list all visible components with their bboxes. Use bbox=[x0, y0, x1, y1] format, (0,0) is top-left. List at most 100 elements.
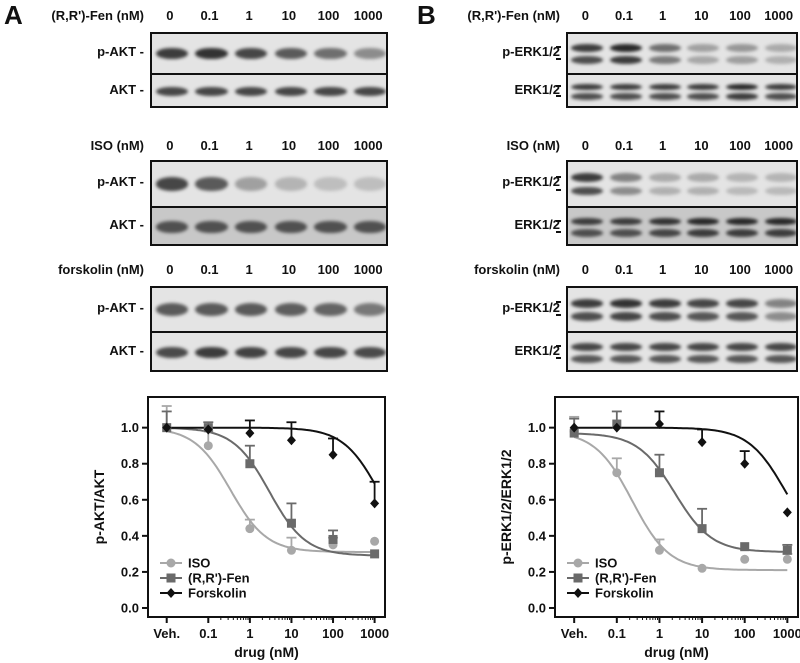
protein-band bbox=[314, 221, 347, 233]
protein-band bbox=[571, 55, 604, 64]
protein-band bbox=[195, 221, 228, 233]
band-label: ERK1/2 bbox=[514, 217, 560, 232]
protein-band bbox=[764, 217, 796, 226]
x-tick-label: 10 bbox=[695, 626, 709, 641]
condition-label: (R,R')-Fen (nM) bbox=[467, 8, 560, 23]
dose-label: 0.1 bbox=[614, 8, 634, 23]
protein-band bbox=[234, 346, 268, 359]
protein-band bbox=[610, 343, 642, 351]
y-tick-label: 0.4 bbox=[121, 528, 140, 543]
x-tick-label: 1000 bbox=[773, 626, 800, 641]
y-tick-label: 0.2 bbox=[528, 564, 546, 579]
blot-strip bbox=[152, 34, 386, 73]
x-tick-label: 0.1 bbox=[608, 626, 626, 641]
western-blot bbox=[150, 286, 388, 372]
dose-label: 10 bbox=[694, 8, 709, 23]
data-point-forskolin bbox=[370, 498, 380, 509]
dose-label: 1000 bbox=[353, 138, 383, 153]
data-point-forskolin bbox=[612, 422, 622, 433]
protein-band bbox=[726, 217, 758, 226]
protein-band bbox=[234, 47, 268, 60]
protein-band bbox=[726, 229, 758, 237]
y-tick-label: 1.0 bbox=[528, 420, 546, 435]
band-label: p-ERK1/2 bbox=[502, 43, 560, 59]
data-point-fen bbox=[328, 534, 338, 544]
condition-label: ISO (nM) bbox=[506, 138, 560, 153]
band-label: p-ERK1/2 bbox=[502, 174, 560, 189]
blot-divider bbox=[152, 73, 386, 75]
protein-band bbox=[764, 312, 796, 321]
x-tick-label: Veh. bbox=[561, 626, 588, 641]
blot-strip bbox=[568, 34, 796, 73]
protein-band bbox=[610, 299, 642, 308]
western-blot bbox=[566, 32, 798, 108]
band-label: AKT - bbox=[109, 217, 144, 232]
dose-label: 10 bbox=[694, 138, 709, 153]
doublet-mark bbox=[556, 84, 561, 87]
protein-band bbox=[314, 303, 347, 316]
y-tick-label: 0.6 bbox=[528, 492, 546, 507]
protein-band bbox=[648, 217, 681, 226]
protein-band bbox=[648, 93, 681, 101]
fit-curve bbox=[573, 436, 788, 572]
y-axis-title: p-ERK1/2/ERK1/2 bbox=[498, 449, 514, 564]
protein-band bbox=[648, 354, 681, 363]
dose-label: 1000 bbox=[764, 138, 794, 153]
blot-strip bbox=[152, 288, 386, 331]
data-point-iso bbox=[740, 554, 750, 564]
y-tick-label: 1.0 bbox=[121, 420, 139, 435]
protein-band bbox=[571, 173, 604, 183]
data-point-forskolin bbox=[697, 437, 707, 448]
dose-label: 1000 bbox=[764, 8, 794, 23]
dose-label: 1000 bbox=[353, 8, 383, 23]
protein-band bbox=[314, 47, 347, 60]
data-point-fen bbox=[697, 524, 707, 534]
protein-band bbox=[195, 47, 228, 60]
protein-band bbox=[195, 177, 228, 191]
dose-label: 100 bbox=[729, 8, 751, 23]
y-tick-label: 0.0 bbox=[121, 600, 139, 615]
protein-band bbox=[155, 177, 189, 191]
data-point-iso bbox=[203, 441, 213, 451]
protein-band bbox=[155, 303, 189, 316]
dose-label: 10 bbox=[281, 138, 297, 153]
data-point-forskolin bbox=[162, 422, 172, 433]
protein-band bbox=[648, 299, 681, 308]
protein-band bbox=[648, 173, 681, 183]
dose-label: 10 bbox=[694, 262, 709, 277]
protein-band bbox=[726, 93, 758, 101]
dose-label: 0.1 bbox=[200, 262, 219, 277]
protein-band bbox=[571, 299, 604, 308]
dose-label: 0 bbox=[166, 262, 174, 277]
protein-band bbox=[274, 177, 308, 191]
blot-divider bbox=[152, 331, 386, 333]
protein-band bbox=[648, 343, 681, 351]
dose-label: 10 bbox=[281, 8, 297, 23]
protein-band bbox=[571, 343, 604, 351]
blot-divider bbox=[568, 331, 796, 333]
protein-band bbox=[610, 229, 642, 237]
protein-band bbox=[687, 312, 720, 321]
data-point-forskolin bbox=[203, 424, 213, 435]
dose-label: 1 bbox=[659, 262, 667, 277]
protein-band bbox=[353, 177, 386, 191]
blot-strip bbox=[568, 208, 796, 244]
doublet-mark bbox=[556, 356, 561, 359]
dose-label: 0 bbox=[581, 8, 589, 23]
doublet-mark bbox=[556, 219, 561, 222]
dose-label: 100 bbox=[317, 262, 340, 277]
protein-band bbox=[274, 346, 308, 359]
protein-band bbox=[155, 346, 189, 359]
x-tick-label: 0.1 bbox=[199, 626, 217, 641]
protein-band bbox=[687, 186, 720, 196]
legend-marker bbox=[573, 573, 583, 583]
data-point-fen bbox=[286, 518, 296, 528]
protein-band bbox=[648, 55, 681, 64]
blot-strip bbox=[568, 288, 796, 331]
doublet-mark bbox=[556, 301, 561, 304]
western-blot bbox=[150, 32, 388, 108]
blot-strip bbox=[152, 333, 386, 370]
protein-band bbox=[687, 229, 720, 237]
protein-band bbox=[274, 221, 308, 233]
data-point-iso bbox=[612, 468, 622, 478]
